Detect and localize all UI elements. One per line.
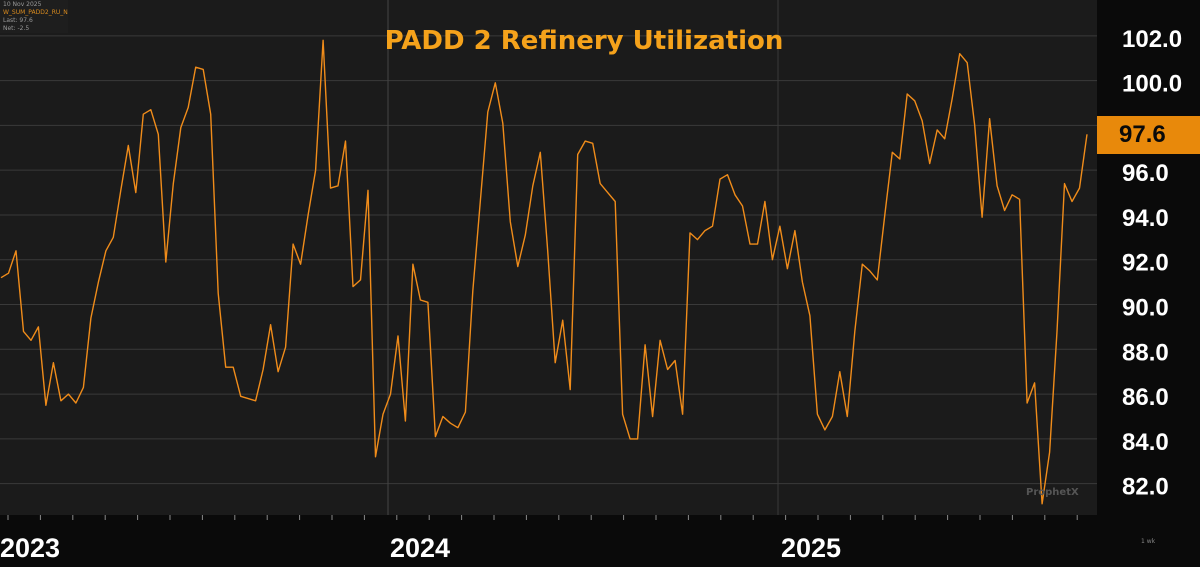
x-axis-panel [0, 515, 1097, 567]
series-line[interactable] [0, 39, 1088, 505]
legend-date: 10 Nov 2025 [3, 1, 42, 8]
legend-net: Net: -2.5 [3, 25, 30, 32]
legend-series-code: W_SUM_PADD2_RU_NA [3, 9, 68, 16]
legend-last: Last: 97.6 [3, 17, 33, 24]
last-value-badge: 97.6 [1097, 116, 1200, 154]
x-axis-ticks [7, 515, 1078, 520]
grid-layer [0, 35, 1097, 485]
x-tick-label: 2025 [781, 533, 841, 563]
chart-title: PADD 2 Refinery Utilization [384, 26, 784, 56]
x-tick-label: 2023 [0, 533, 60, 563]
x-tick-label: 2024 [390, 533, 450, 563]
prophetx-watermark: ProphetX [1026, 487, 1079, 498]
y-axis-panel [1097, 0, 1200, 567]
x-axis-labels: 2023 2024 2025 [0, 533, 841, 563]
interval-note: 1 wk [1141, 538, 1156, 545]
legend-box: 10 Nov 2025 W_SUM_PADD2_RU_NA Last: 97.6… [0, 0, 68, 33]
